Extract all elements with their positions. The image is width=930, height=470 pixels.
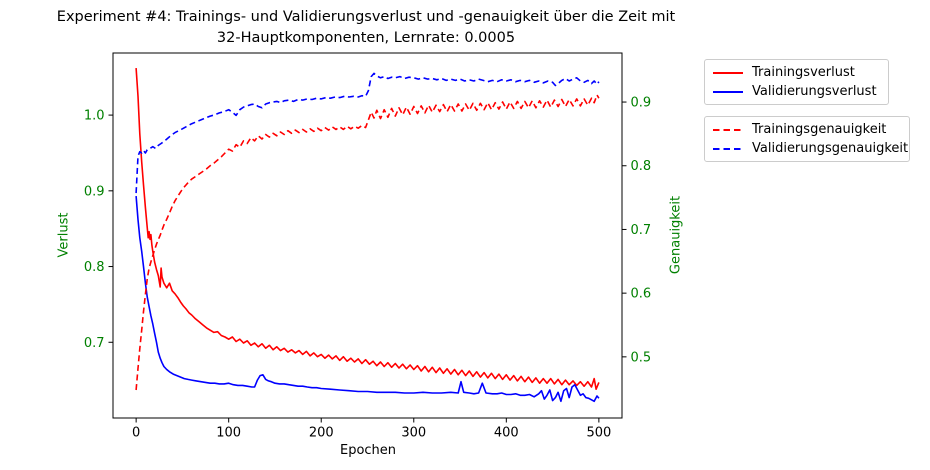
chart-title: Experiment #4: Trainings- und Validierun… [57,7,675,48]
legend-entry-trainingsverlust: Trainingsverlust [713,65,880,80]
legend-label: Validierungsgenauigkeit [752,141,909,156]
chart-title-line2: 32-Hauptkomponenten, Lernrate: 0.0005 [216,29,516,46]
dashed-blue-line-icon [713,147,743,150]
legend-entry-validierungsverlust: Validierungsverlust [713,84,880,99]
legend-acc-box: Trainingsgenauigkeit Validierungsgenauig… [704,116,910,162]
dashed-red-line-icon [713,128,743,131]
series-trainingsgenauigkeit [135,94,600,391]
series-validierungsverlust [135,196,600,403]
chart-title-line1: Experiment #4: Trainings- und Validierun… [56,9,676,25]
series-validierungsgenauigkeit [135,72,600,194]
x-tick-label: 0 [132,426,140,441]
legend-loss-box: Trainingsverlust Validierungsverlust [704,59,889,105]
x-tick-label: 200 [309,426,334,441]
solid-red-line-icon [713,71,743,74]
y-left-tick-label: 1.0 [84,109,105,124]
x-axis-label: Epochen [339,443,397,458]
y-right-tick-label: 0.9 [631,96,652,111]
solid-blue-line-icon [713,90,743,93]
x-tick-label: 300 [401,426,426,441]
y-left-tick-label: 0.8 [84,260,105,275]
legend-label: Validierungsverlust [752,84,877,99]
legend-label: Trainingsgenauigkeit [752,122,887,137]
series-trainingsverlust [135,68,600,391]
y-left-tick-label: 0.9 [84,184,105,199]
axes-spines [112,52,623,419]
y-axis-label-right: Genauigkeit [668,195,684,275]
y-right-tick-label: 0.7 [631,223,652,238]
y-right-tick-label: 0.6 [631,287,652,302]
x-tick-label: 100 [216,426,241,441]
y-right-tick-label: 0.8 [631,159,652,174]
y-axis-label-left: Verlust [56,212,72,258]
y-left-tick-label: 0.7 [84,336,105,351]
legend-label: Trainingsverlust [752,65,855,80]
x-tick-label: 500 [586,426,611,441]
legend-entry-trainingsgenauigkeit: Trainingsgenauigkeit [713,122,901,137]
y-right-tick-label: 0.5 [631,350,652,365]
legend-entry-validierungsgenauigkeit: Validierungsgenauigkeit [713,141,908,156]
x-tick-label: 400 [494,426,519,441]
